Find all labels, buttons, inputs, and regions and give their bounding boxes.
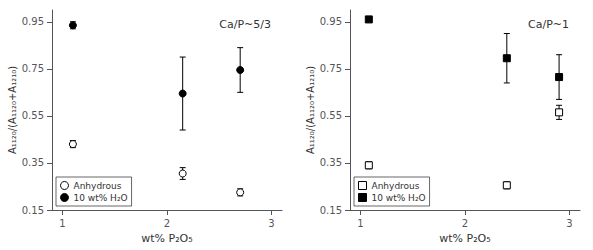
svg-text:3: 3: [268, 218, 274, 229]
svg-text:Anhydrous: Anhydrous: [372, 181, 420, 191]
svg-text:10 wt% H₂O: 10 wt% H₂O: [74, 193, 128, 203]
svg-text:Ca/P~5/3: Ca/P~5/3: [219, 18, 271, 31]
svg-text:3: 3: [566, 218, 572, 229]
svg-text:A₁₁₂₀/(A₁₁₂₀+A₁₂₁₀): A₁₁₂₀/(A₁₁₂₀+A₁₂₁₀): [305, 66, 316, 154]
svg-text:10 wt% H₂O: 10 wt% H₂O: [372, 193, 426, 203]
svg-text:2: 2: [462, 218, 468, 229]
svg-text:0.95: 0.95: [320, 16, 342, 27]
svg-text:0.35: 0.35: [22, 157, 44, 168]
svg-text:0.55: 0.55: [22, 110, 44, 121]
svg-text:Anhydrous: Anhydrous: [74, 181, 122, 191]
svg-text:0.75: 0.75: [320, 63, 342, 74]
svg-text:2: 2: [164, 218, 170, 229]
svg-text:0.55: 0.55: [320, 110, 342, 121]
svg-text:0.15: 0.15: [22, 205, 44, 216]
svg-text:1: 1: [59, 218, 65, 229]
svg-text:0.95: 0.95: [22, 16, 44, 27]
svg-text:0.35: 0.35: [320, 157, 342, 168]
svg-text:Ca/P~1: Ca/P~1: [528, 18, 569, 31]
svg-text:0.15: 0.15: [320, 205, 342, 216]
svg-text:0.75: 0.75: [22, 63, 44, 74]
svg-text:wt% P₂O₅: wt% P₂O₅: [439, 232, 490, 245]
svg-text:wt% P₂O₅: wt% P₂O₅: [141, 232, 192, 245]
svg-text:1: 1: [357, 218, 363, 229]
svg-text:A₁₁₂₀/(A₁₁₂₀+A₁₂₁₀): A₁₁₂₀/(A₁₁₂₀+A₁₂₁₀): [7, 66, 18, 154]
